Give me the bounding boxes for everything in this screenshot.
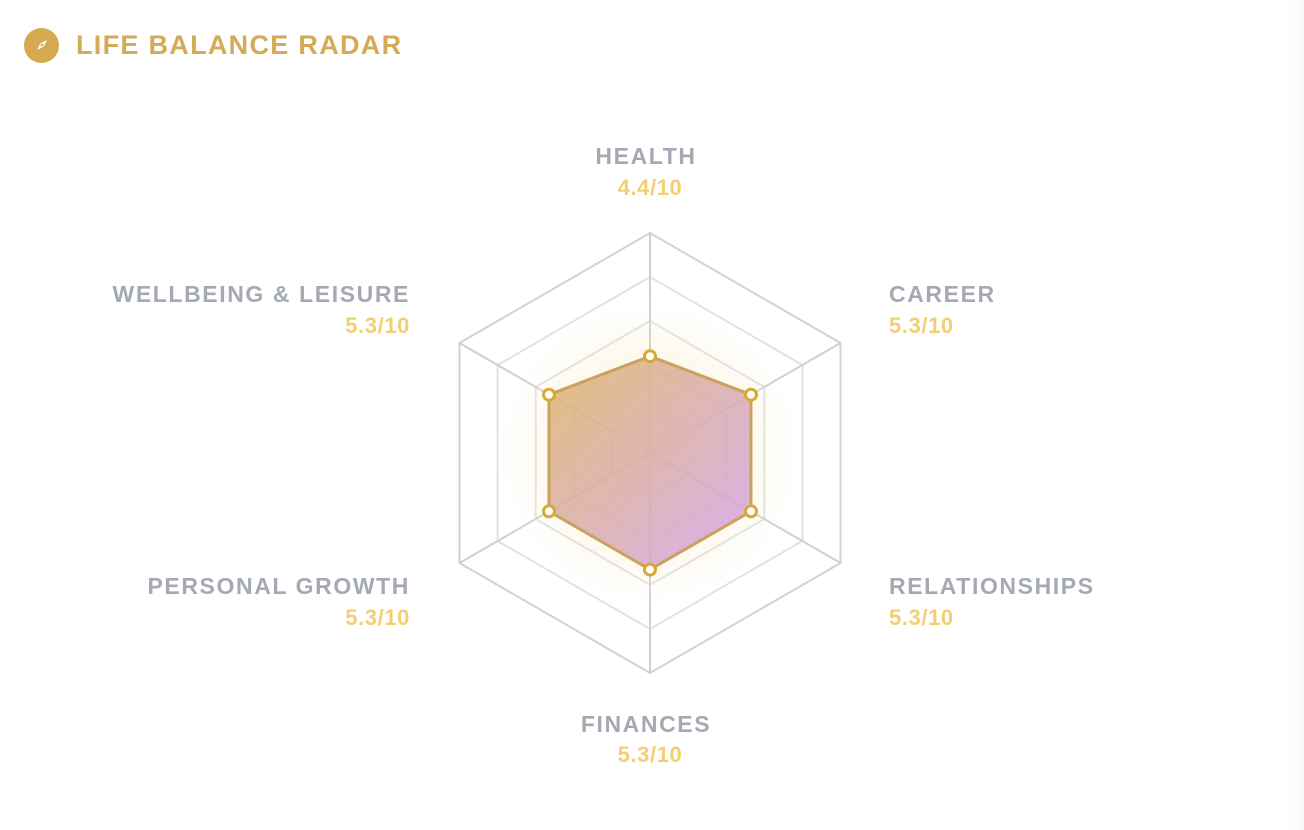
axis-value-finances: 5.3/10 (617, 742, 683, 767)
axis-value-relationships: 5.3/10 (889, 605, 954, 630)
axis-value-health: 4.4/10 (617, 175, 683, 200)
radar-point-career[interactable] (744, 387, 758, 402)
axis-label-relationships: RELATIONSHIPS (889, 573, 1095, 599)
axis-label-health: HEALTH (595, 143, 697, 169)
axis-label-personal-growth: PERSONAL GROWTH (147, 573, 410, 599)
right-edge-shade (1290, 0, 1304, 830)
radar-point-relationships[interactable] (744, 504, 758, 519)
axis-value-wellbeing-leisure: 5.3/10 (345, 313, 410, 338)
chart-header: LIFE BALANCE RADAR (24, 27, 403, 63)
axis-label-wellbeing-leisure: WELLBEING & LEISURE (112, 281, 410, 307)
chart-title: LIFE BALANCE RADAR (76, 29, 403, 60)
radar-points (542, 349, 758, 577)
axis-label-finances: FINANCES (580, 711, 712, 737)
axis-value-career: 5.3/10 (889, 313, 954, 338)
radar-point-health[interactable] (643, 349, 657, 364)
compass-icon (24, 27, 59, 63)
radar-point-wellbeing-leisure[interactable] (542, 387, 556, 402)
radar-point-personal-growth[interactable] (542, 504, 556, 519)
axis-label-career: CAREER (889, 281, 996, 307)
axis-value-personal-growth: 5.3/10 (345, 605, 410, 630)
radar-point-finances[interactable] (643, 562, 657, 577)
